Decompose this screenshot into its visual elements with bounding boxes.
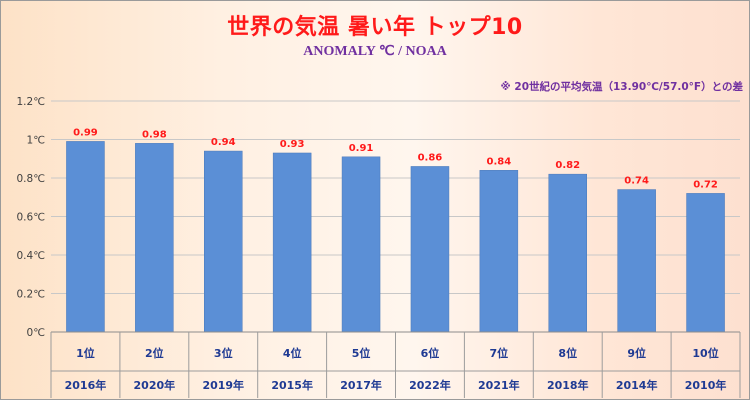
data-label: 0.72 (693, 179, 718, 190)
data-label: 0.94 (211, 137, 236, 148)
x-tick-label-year: 2014年 (616, 378, 658, 392)
bar (479, 170, 519, 333)
x-tick-label-rank: 10位 (692, 346, 718, 360)
x-tick-label-year: 2016年 (65, 378, 107, 392)
bar (66, 141, 105, 333)
x-tick-label-rank: 7位 (490, 346, 509, 360)
bar (341, 156, 381, 333)
x-tick-label-rank: 9位 (627, 346, 646, 360)
x-tick-label-rank: 5位 (352, 346, 371, 360)
data-label: 0.82 (555, 160, 580, 171)
y-tick-label: 0.2℃ (17, 289, 46, 301)
y-tick-label: 0℃ (27, 327, 45, 339)
data-label: 0.91 (349, 143, 374, 154)
bar (548, 173, 587, 333)
x-tick-label-rank: 2位 (145, 346, 164, 360)
chart-note: ※ 20世紀の平均気温（13.90℃/57.0°F）との差 (500, 81, 743, 93)
x-tick-label-year: 2018年 (547, 378, 589, 392)
x-tick-label-year: 2019年 (202, 378, 244, 392)
x-tick-label-rank: 6位 (421, 346, 440, 360)
y-tick-label: 1.2℃ (17, 96, 46, 108)
y-tick-label: 1℃ (27, 135, 45, 147)
data-label: 0.84 (487, 156, 512, 167)
bar (617, 189, 656, 333)
x-tick-label-year: 2020年 (134, 378, 176, 392)
x-tick-label-rank: 8位 (558, 346, 577, 360)
x-tick-label-year: 2015年 (271, 378, 313, 392)
data-label: 0.86 (418, 152, 443, 163)
x-tick-label-rank: 3位 (214, 346, 233, 360)
data-label: 0.93 (280, 139, 305, 150)
y-tick-label: 0.8℃ (17, 173, 46, 185)
data-label: 0.99 (73, 127, 98, 138)
x-tick-label-year: 2010年 (685, 378, 727, 392)
chart-subtitle: ANOMALY ℃ / NOAA (303, 44, 447, 59)
bar (204, 150, 243, 333)
y-tick-label: 0.6℃ (17, 212, 46, 224)
bar (272, 152, 312, 333)
bar (135, 143, 174, 333)
x-tick-label-rank: 1位 (76, 346, 95, 360)
x-tick-label-year: 2022年 (409, 378, 451, 392)
bar (410, 166, 450, 333)
x-tick-label-rank: 4位 (283, 346, 302, 360)
data-label: 0.98 (142, 129, 167, 140)
x-tick-label-year: 2017年 (340, 378, 382, 392)
x-tick-label-year: 2021年 (478, 378, 520, 392)
bar (686, 193, 725, 333)
y-tick-label: 0.4℃ (17, 250, 46, 262)
chart-title: 世界の気温 暑い年 トップ10 (227, 15, 523, 40)
data-label: 0.74 (624, 176, 649, 187)
